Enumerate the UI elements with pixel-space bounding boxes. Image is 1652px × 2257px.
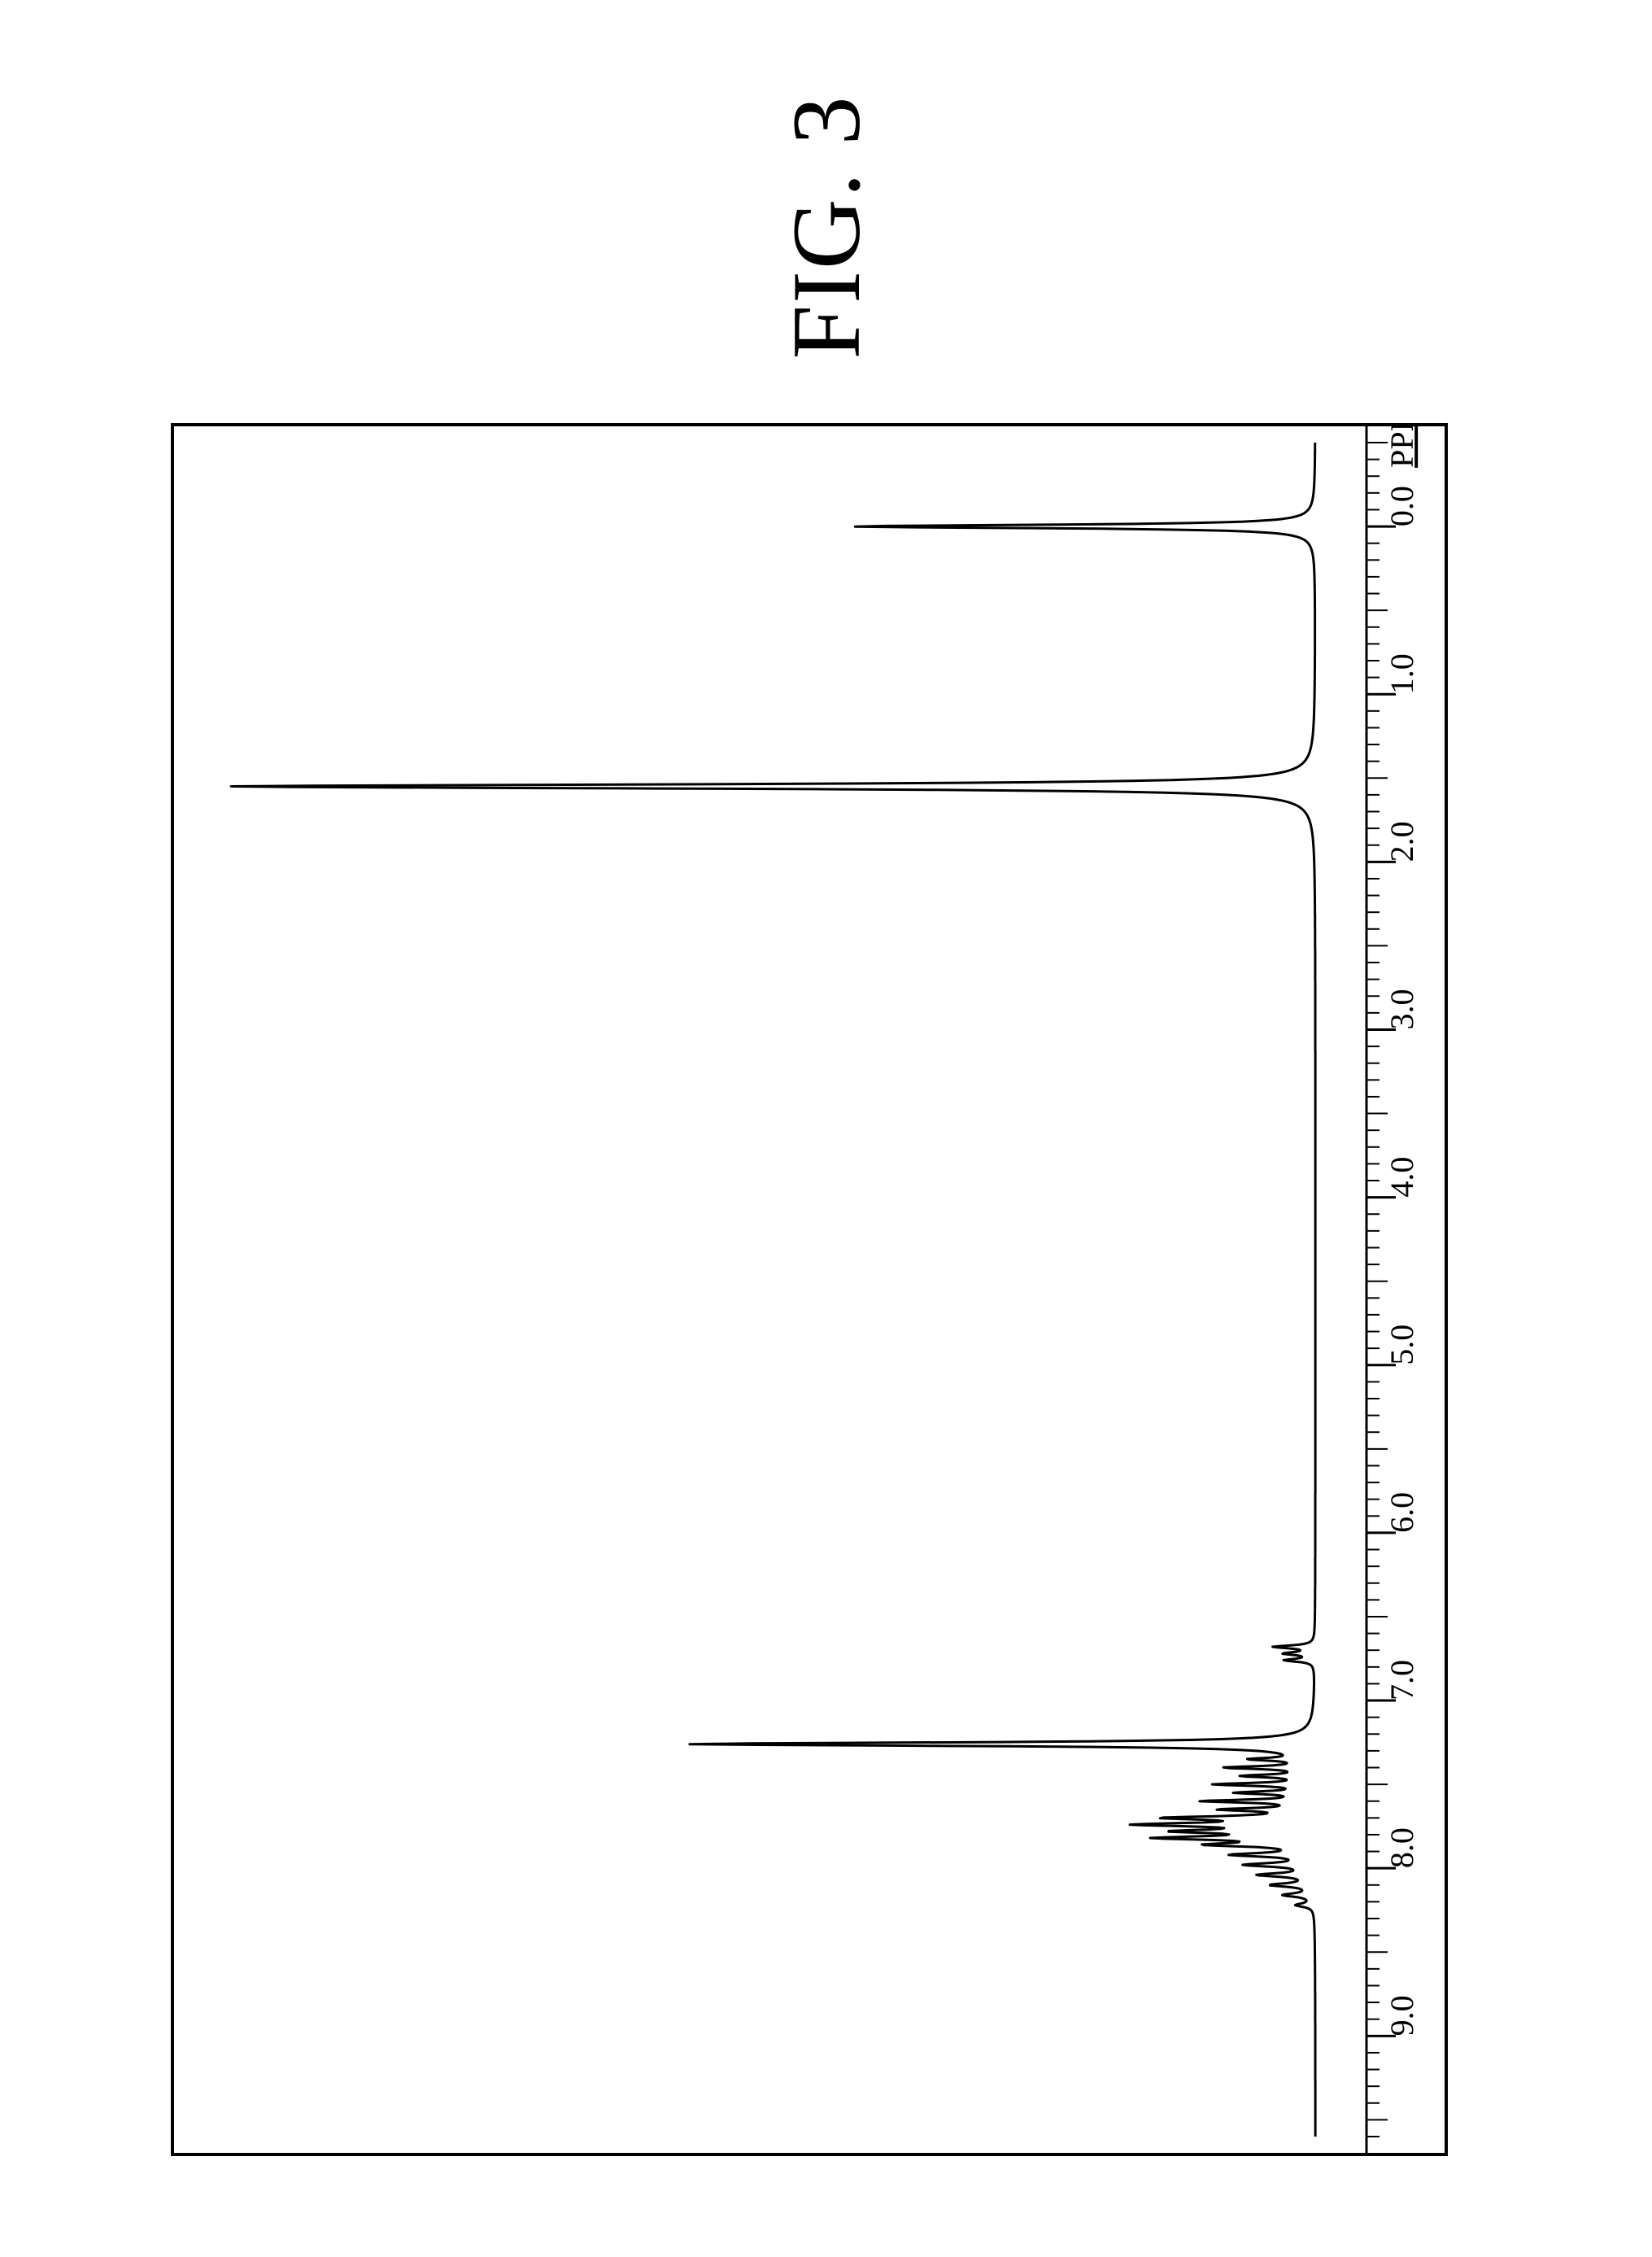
- ppm-tick-label: 5.0: [1384, 1325, 1420, 1365]
- nmr-spectrum-chart: 9.0 8.0 7.0 6.0 5.0 4.0 3.0 2.0 1.0 0.0 PPM: [174, 426, 1445, 2153]
- ppm-tick-label: 2.0: [1384, 821, 1420, 862]
- nmr-plot-frame: 9.0 8.0 7.0 6.0 5.0 4.0 3.0 2.0 1.0 0.0 PPM: [171, 423, 1448, 2156]
- ppm-tick-label: 3.0: [1384, 989, 1420, 1029]
- figure-label: FIG. 3: [770, 94, 883, 359]
- ppm-tick-label: 1.0: [1384, 653, 1420, 694]
- ppm-tick-label: 4.0: [1384, 1157, 1420, 1198]
- nmr-spectrum-trace: [231, 443, 1315, 2137]
- page: FIG. 3 9.0 8.0 7.0 6.0 5.0 4.0 3.0 2.0 1.0 0.0 PPM: [0, 0, 1652, 2257]
- ppm-axis-label: PPM: [1384, 426, 1420, 468]
- ppm-tick-label: 7.0: [1384, 1660, 1420, 1700]
- ppm-tick-label: 6.0: [1384, 1492, 1420, 1533]
- ppm-tick-label: 0.0: [1384, 486, 1420, 526]
- ppm-tick-label: 8.0: [1384, 1827, 1420, 1868]
- ppm-tick-label: 9.0: [1384, 1995, 1420, 2036]
- ppm-axis-ticks: [1366, 443, 1396, 2137]
